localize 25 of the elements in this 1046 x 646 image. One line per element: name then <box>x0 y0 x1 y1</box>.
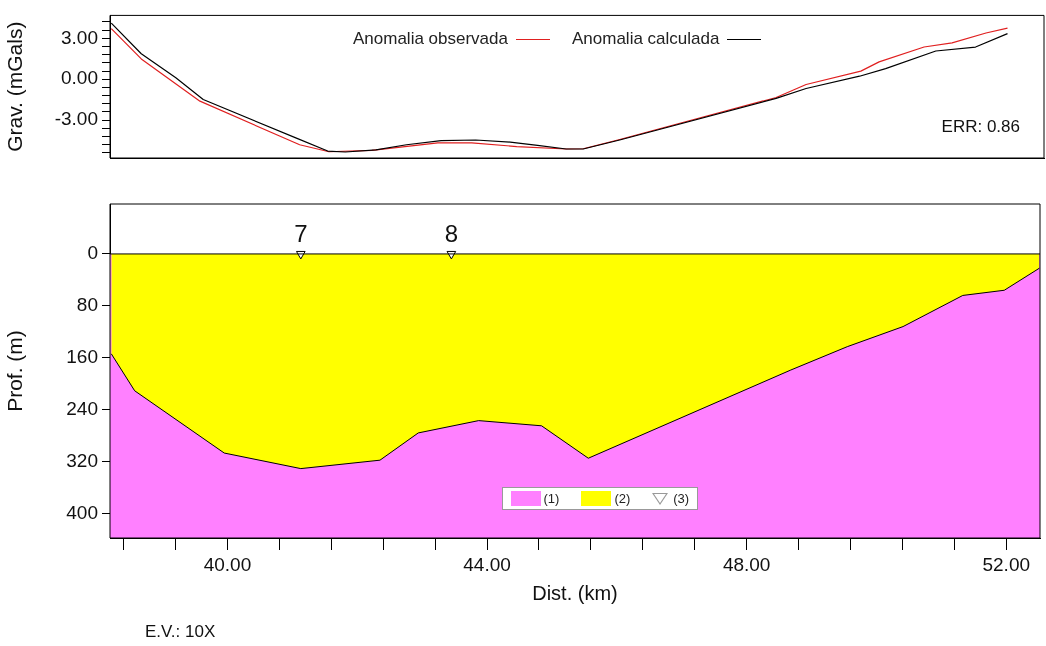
annotation: ERR: 0.86 <box>941 117 1020 137</box>
band-label: (1) <box>543 491 560 506</box>
y-tick-label: 160 <box>66 345 98 367</box>
annotation: 7 <box>294 219 308 247</box>
x-tick-label: 52.00 <box>982 553 1031 575</box>
y-tick-label: 400 <box>66 501 98 523</box>
annotation: 8 <box>444 219 459 247</box>
y-tick-label: 0 <box>87 242 98 264</box>
legend-label: (3) <box>673 491 690 506</box>
legend-label: Anomalia observada <box>353 29 508 50</box>
legend-label: (2) <box>614 491 631 506</box>
x-tick-label: 40.00 <box>203 553 252 575</box>
y-tick-label: 3.00 <box>61 26 98 48</box>
x-tick-label: 48.00 <box>722 553 771 575</box>
y-axis-title: Prof. (m) <box>3 330 27 412</box>
y-tick-label: 0.00 <box>61 67 98 89</box>
y-tick-label: 80 <box>76 294 98 316</box>
y-tick-label: -3.00 <box>54 108 98 130</box>
y-tick-label: 320 <box>66 449 98 471</box>
text: E.V.: 10X <box>145 621 216 641</box>
y-tick-label: 240 <box>66 397 98 419</box>
x-axis-title: Dist. (km) <box>532 581 618 604</box>
legend-label: Anomalia calculada <box>571 29 720 50</box>
x-tick-label: 44.00 <box>463 553 511 575</box>
y-axis-title: Grav. (mGals) <box>3 21 27 152</box>
